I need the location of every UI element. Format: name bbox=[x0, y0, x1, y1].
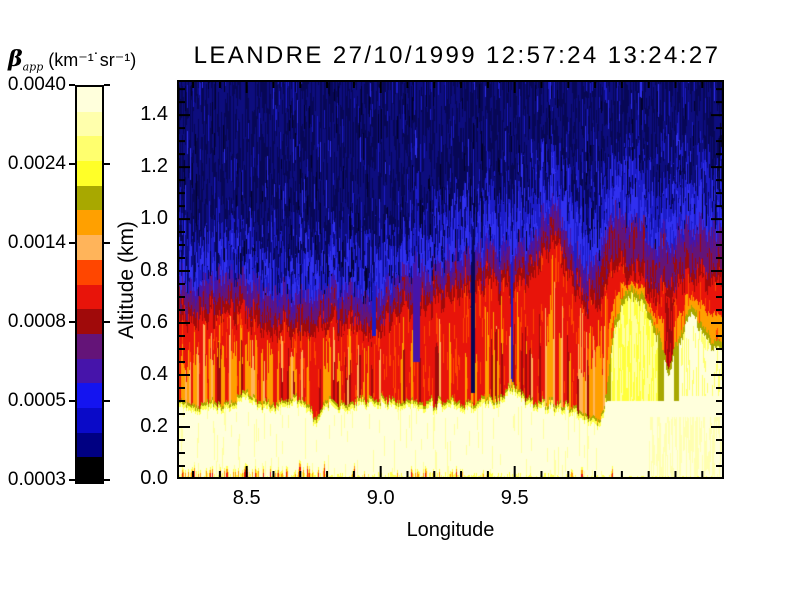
colorbar-tick-label: 0.0040 bbox=[7, 74, 66, 95]
colorbar-tick-mark bbox=[104, 400, 110, 402]
colorbar-segment bbox=[77, 333, 102, 359]
y-tick-label: 1.0 bbox=[140, 207, 168, 230]
colorbar-segment bbox=[77, 432, 102, 458]
colorbar-segment bbox=[77, 161, 102, 186]
y-tick-label: 1.2 bbox=[140, 155, 168, 178]
colorbar-tick-mark bbox=[69, 163, 75, 165]
colorbar-segment bbox=[77, 136, 102, 162]
colorbar-tick-mark bbox=[69, 321, 75, 323]
y-tick-label: 0.4 bbox=[140, 363, 168, 386]
colorbar-tick-mark bbox=[104, 479, 110, 481]
colorbar-segment bbox=[77, 284, 102, 310]
colorbar-segment bbox=[77, 235, 102, 260]
y-tick-label: 0.6 bbox=[140, 311, 168, 334]
colorbar-segment bbox=[77, 383, 102, 408]
x-tick-label: 9.0 bbox=[366, 487, 395, 509]
colorbar-tick-mark bbox=[104, 242, 110, 244]
colorbar-segment bbox=[77, 309, 102, 334]
y-tick-label: 0.2 bbox=[140, 415, 168, 437]
colorbar-segment bbox=[77, 407, 102, 433]
colorbar-tick-label: 0.0014 bbox=[7, 232, 66, 253]
colorbar bbox=[75, 85, 104, 484]
colorbar-tick-mark bbox=[69, 242, 75, 244]
colorbar-tick-label: 0.0008 bbox=[7, 311, 66, 332]
y-tick-label: 0.8 bbox=[140, 259, 168, 282]
colorbar-tick-mark bbox=[69, 479, 75, 481]
colorbar-segment bbox=[77, 210, 102, 236]
colorbar-tick-label: 0.0005 bbox=[7, 390, 66, 411]
colorbar-title: βapp (km⁻¹˙sr⁻¹) bbox=[8, 46, 136, 74]
colorbar-segment bbox=[77, 259, 102, 285]
x-tick-label: 9.5 bbox=[500, 487, 529, 509]
colorbar-tick-mark bbox=[104, 163, 110, 165]
colorbar-tick-mark bbox=[69, 84, 75, 86]
beta-subscript: app bbox=[22, 60, 44, 74]
colorbar-segment bbox=[77, 358, 102, 384]
plot-title: LEANDRE 27/10/1999 12:57:24 13:24:27 bbox=[193, 42, 721, 69]
colorbar-segment bbox=[77, 87, 102, 112]
axis-tick-marks bbox=[179, 82, 722, 479]
plot-canvas bbox=[177, 80, 724, 479]
colorbar-segment bbox=[77, 111, 102, 137]
beta-symbol: β bbox=[8, 46, 23, 72]
y-tick-label: 0.0 bbox=[140, 467, 168, 489]
colorbar-units: (km⁻¹˙sr⁻¹) bbox=[48, 50, 137, 70]
y-tick-label: 1.4 bbox=[140, 103, 168, 126]
colorbar-segment bbox=[77, 185, 102, 211]
colorbar-tick-mark bbox=[104, 321, 110, 323]
colorbar-tick-mark bbox=[104, 84, 110, 86]
plot-frame-and-ticks bbox=[177, 80, 724, 479]
x-tick-label: 8.5 bbox=[232, 487, 261, 509]
colorbar-tick-mark bbox=[69, 400, 75, 402]
plot-border bbox=[177, 80, 724, 479]
colorbar-tick-label: 0.0003 bbox=[7, 469, 66, 490]
colorbar-tick-label: 0.0024 bbox=[7, 153, 66, 174]
x-axis-label: Longitude bbox=[406, 519, 495, 541]
colorbar-segment bbox=[77, 457, 102, 482]
